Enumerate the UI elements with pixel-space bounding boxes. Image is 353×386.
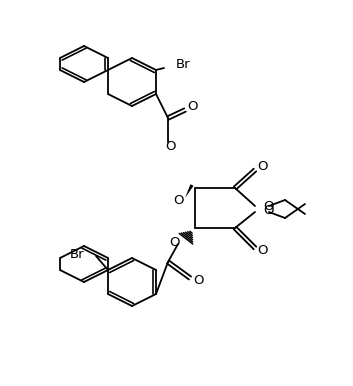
Text: O: O bbox=[170, 235, 180, 249]
Text: O: O bbox=[188, 100, 198, 113]
Text: O: O bbox=[263, 200, 274, 213]
Text: O: O bbox=[173, 193, 183, 207]
Text: O: O bbox=[193, 274, 203, 286]
Text: Br: Br bbox=[176, 58, 191, 71]
Text: O: O bbox=[258, 244, 268, 257]
Text: O: O bbox=[263, 203, 274, 217]
Polygon shape bbox=[185, 184, 193, 198]
Text: Br: Br bbox=[70, 247, 84, 261]
Text: O: O bbox=[165, 139, 175, 152]
Text: O: O bbox=[258, 161, 268, 173]
